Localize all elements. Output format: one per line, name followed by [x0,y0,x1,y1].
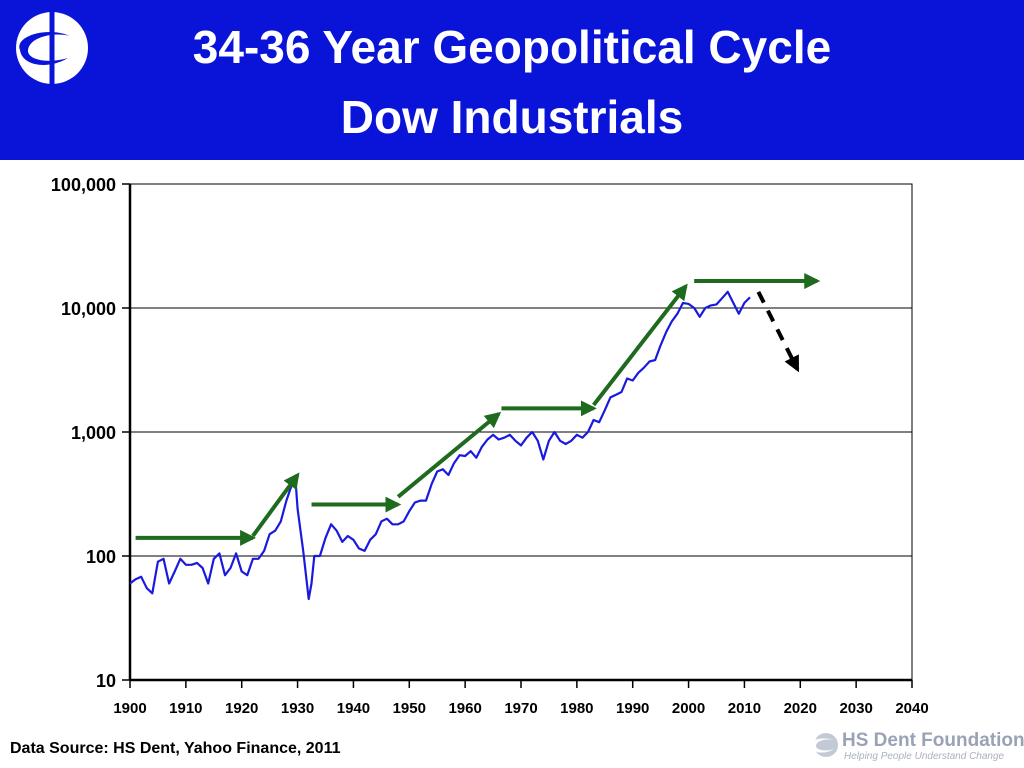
brand-tagline: Helping People Understand Change [844,751,1005,762]
x-tick-label: 1950 [393,700,426,717]
x-tick-label: 2020 [784,700,817,717]
trend-arrow [592,283,688,407]
brand-swoosh-icon [809,733,838,757]
x-tick-label: 2030 [839,700,872,717]
x-tick-label: 1970 [504,700,537,717]
x-tick-label: 1990 [616,700,649,717]
data-source-note: Data Source: HS Dent, Yahoo Finance, 201… [10,740,341,757]
dow-series-line [129,290,751,601]
x-tick-label: 2000 [672,700,705,717]
forecast-decline-arrow [756,290,800,373]
x-tick-label: 2010 [728,700,761,717]
x-tick-label: 1960 [448,700,481,717]
trend-arrow [251,472,300,538]
y-tick-label: 1,000 [71,423,116,443]
y-tick-label: 10,000 [61,299,116,319]
slide-title-line-2: Dow Industrials [340,91,684,143]
x-tick-label: 1920 [225,700,258,717]
hs-dent-swoosh-icon [16,12,88,84]
y-tick-label: 100,000 [51,175,116,195]
x-tick-label: 1980 [560,700,593,717]
brand-block: HS Dent Foundation Helping People Unders… [808,728,1024,764]
x-tick-label: 1900 [113,700,146,717]
dow-log-chart: 10 100 1,000 10,000 100,000 1900 1910 1920 1930 1… [51,175,929,717]
trend-arrow [396,411,502,499]
slide-header: 34-36 Year Geopolitical Cycle Dow Indust… [0,0,1024,160]
y-tick-label: 10 [96,671,116,691]
brand-name: HS Dent Foundation [842,730,1024,751]
x-tick-label: 1910 [169,700,202,717]
x-tick-label: 1930 [281,700,314,717]
x-tick-label: 1940 [337,700,370,717]
y-tick-label: 100 [86,547,116,567]
x-tick-label: 2040 [895,700,928,717]
slide-title-line-1: 34-36 Year Geopolitical Cycle [192,21,832,73]
